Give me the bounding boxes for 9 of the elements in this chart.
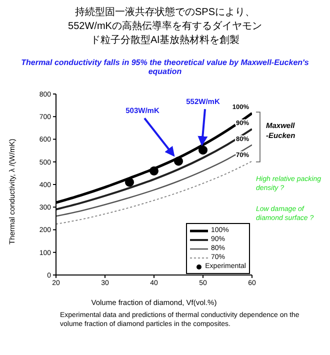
chart-subtitle: Thermal conductivity falls in 95% the theoretical value by Maxwell-Eucken's equation [20,58,310,76]
point [174,156,184,166]
line-series [56,128,252,210]
point [149,166,159,176]
point [124,178,134,187]
point [198,146,208,155]
line-series [56,160,252,225]
chart-title: 持続型固一液共存状態でのSPSにより、552W/mKの高熱伝導率を有するダイヤモンド粒子分散型Al基放熱材料を創製 [67,6,263,48]
line-series [56,144,252,217]
